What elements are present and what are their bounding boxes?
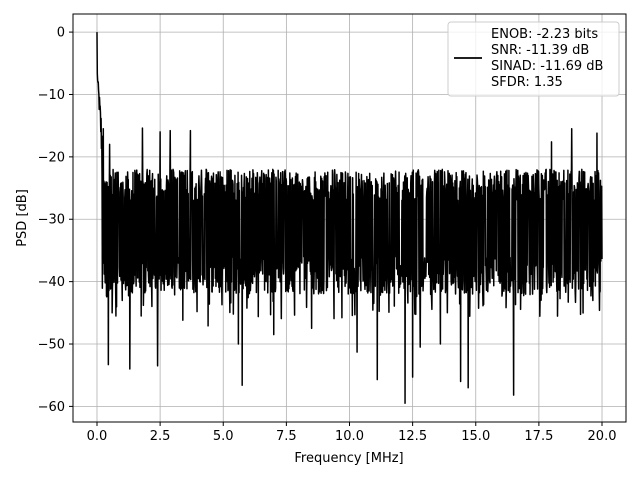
legend-sinad: SINAD: -11.69 dB xyxy=(491,59,603,74)
legend-box xyxy=(447,21,620,97)
x-tick-label: 2.5 xyxy=(150,429,171,444)
y-tick-label: −40 xyxy=(38,275,65,290)
x-tick-label: 10.0 xyxy=(335,429,364,444)
x-tick-label: 5.0 xyxy=(213,429,234,444)
y-tick-label: −60 xyxy=(38,400,65,415)
y-tick-label: −20 xyxy=(38,150,65,165)
x-tick-label: 7.5 xyxy=(276,429,297,444)
x-tick-label: 0.0 xyxy=(87,429,108,444)
y-axis-label: PSD [dB] xyxy=(15,189,30,247)
y-tick-label: −30 xyxy=(38,213,65,228)
x-tick-label: 17.5 xyxy=(524,429,553,444)
y-tick-label: −10 xyxy=(38,88,65,103)
x-tick-label: 12.5 xyxy=(398,429,427,444)
psd-trace xyxy=(96,32,603,405)
y-axis-ticks: 0 −10 −20 −30 −40 −50 −60 xyxy=(38,26,73,415)
y-tick-label: 0 xyxy=(57,26,65,41)
y-tick-label: −50 xyxy=(38,338,65,353)
x-tick-label: 20.0 xyxy=(588,429,617,444)
x-tick-label: 15.0 xyxy=(461,429,490,444)
x-axis-ticks: 0.0 2.5 5.0 7.5 10.0 12.5 15.0 17.5 20.0 xyxy=(87,422,617,444)
legend-sfdr: SFDR: 1.35 xyxy=(491,75,563,90)
legend-snr: SNR: -11.39 dB xyxy=(491,43,589,58)
x-axis-label: Frequency [MHz] xyxy=(294,451,403,466)
legend: ENOB: -2.23 bits SNR: -11.39 dB SINAD: -… xyxy=(447,21,620,97)
legend-enob: ENOB: -2.23 bits xyxy=(491,27,598,42)
psd-series-line xyxy=(96,32,603,405)
